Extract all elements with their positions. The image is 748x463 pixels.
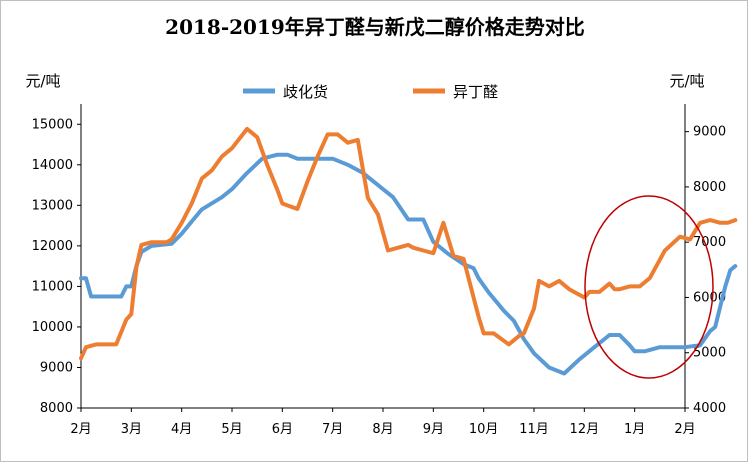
y-right-tick-label: 9000 [693, 125, 726, 140]
series-line-1 [79, 152, 738, 376]
highlight-ellipse [584, 195, 714, 379]
y-left-tick-label: 12000 [32, 239, 73, 254]
y-right-tick-label: 5000 [693, 346, 726, 361]
x-tick-label: 5月 [221, 422, 242, 437]
x-tick-label: 2月 [674, 422, 695, 437]
x-tick-label: 1月 [624, 422, 645, 437]
x-tick-label: 12月 [570, 422, 600, 437]
right-axis-unit: 元/吨 [669, 72, 704, 90]
y-left-tick-label: 14000 [32, 158, 73, 173]
x-tick-label: 9月 [423, 422, 444, 437]
y-right-tick-label: 7000 [693, 235, 726, 250]
x-tick-label: 4月 [171, 422, 192, 437]
y-left-tick-label: 11000 [32, 279, 73, 294]
x-tick-label: 8月 [372, 422, 393, 437]
legend-label-series-1: 歧化货 [283, 83, 328, 101]
x-tick-label: 11月 [519, 422, 549, 437]
series-line-2 [79, 126, 738, 361]
y-left-tick-label: 10000 [32, 320, 73, 335]
x-tick-label: 3月 [121, 422, 142, 437]
legend-label-series-2: 异丁醛 [453, 83, 498, 101]
axes: 8000 9000 10000 11000 12000 13000 14000 15000 40… [32, 104, 726, 437]
plot-area [79, 126, 738, 376]
y-right-tick-label: 4000 [693, 401, 726, 416]
x-tick-label: 2月 [70, 422, 91, 437]
legend: 歧化货 异丁醛 [243, 83, 498, 101]
left-axis-unit: 元/吨 [25, 72, 60, 90]
chart-title: 2018-2019年异丁醛与新戊二醇价格走势对比 [165, 15, 585, 39]
x-tick-label: 10月 [469, 422, 499, 437]
x-tick-label: 6月 [272, 422, 293, 437]
x-tick-label: 7月 [322, 422, 343, 437]
y-left-tick-label: 8000 [40, 401, 73, 416]
y-right-tick-label: 6000 [693, 290, 726, 305]
y-left-tick-label: 13000 [32, 198, 73, 213]
y-left-tick-label: 15000 [32, 117, 73, 132]
y-right-tick-label: 8000 [693, 180, 726, 195]
y-left-tick-label: 9000 [40, 360, 73, 375]
